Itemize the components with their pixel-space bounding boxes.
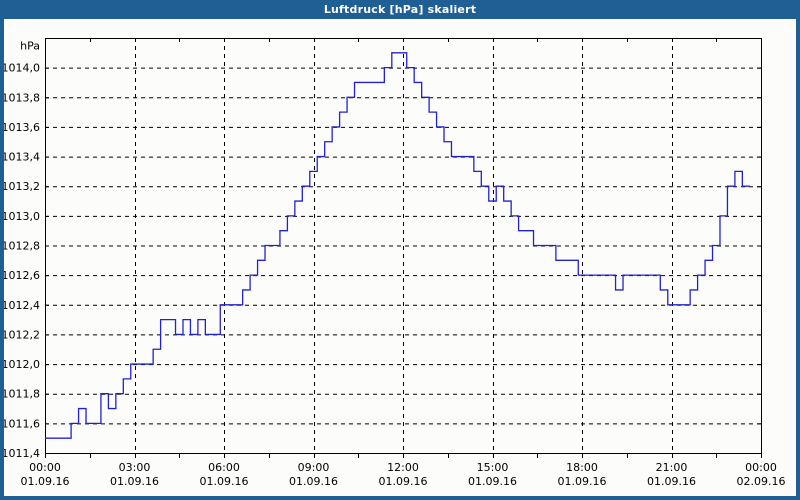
x-axis-date-label: 02.09.16 [737, 475, 786, 488]
chart-canvas: 1011,4 1011,6 1011,8 1012,0 1012,2 1012,4 1012… [4, 19, 796, 496]
x-axis-time-label: 12:00 [387, 461, 419, 474]
x-axis-time-label: 06:00 [208, 461, 240, 474]
y-axis-tick-label: 1012,0 [4, 358, 40, 371]
window-title: Luftdruck [hPa] skaliert [0, 0, 800, 19]
y-axis-tick-label: 1011,4 [4, 447, 40, 460]
x-axis-date-label: 01.09.16 [110, 475, 159, 488]
x-axis-time-label: 18:00 [566, 461, 598, 474]
y-axis-tick-label: 1013,4 [4, 151, 40, 164]
y-axis-tick-label: 1012,2 [4, 328, 40, 341]
y-axis-tick-label: 1012,6 [4, 269, 40, 282]
y-axis-unit-label: hPa [20, 40, 40, 53]
x-axis-date-label: 01.09.16 [379, 475, 428, 488]
x-axis-date-label: 01.09.16 [558, 475, 607, 488]
x-axis-time-label: 00:00 [29, 461, 61, 474]
x-axis-date-label: 01.09.16 [200, 475, 249, 488]
x-axis-date-label: 01.09.16 [289, 475, 338, 488]
y-axis-tick-label: 1013,2 [4, 180, 40, 193]
y-axis-tick-label: 1013,0 [4, 210, 40, 223]
x-axis-date-label: 01.09.16 [468, 475, 517, 488]
x-axis-time-label: 00:00 [745, 461, 777, 474]
y-axis-tick-label: 1013,6 [4, 121, 40, 134]
y-axis-tick-label: 1012,4 [4, 299, 40, 312]
x-axis-date-label: 01.09.16 [21, 475, 70, 488]
series-line-luftdruck [45, 52, 750, 439]
x-axis-time-label: 09:00 [298, 461, 330, 474]
grid-lines [45, 38, 761, 454]
y-axis-tick-label: 1011,6 [4, 417, 40, 430]
x-axis-labels: 00:0001.09.1603:0001.09.1606:0001.09.160… [21, 461, 786, 488]
y-axis-tick-label: 1014,0 [4, 62, 40, 75]
chart-plot: 1011,4 1011,6 1011,8 1012,0 1012,2 1012,4 1012… [4, 38, 786, 488]
x-axis-date-label: 01.09.16 [647, 475, 696, 488]
plot-frame [45, 38, 762, 454]
y-axis-tick-label: 1012,8 [4, 240, 40, 253]
y-axis-tick-label: 1011,8 [4, 388, 40, 401]
y-axis-unit-text: hPa [20, 40, 40, 53]
y-axis-labels: 1011,4 1011,6 1011,8 1012,0 1012,2 1012,4 1012… [4, 62, 40, 460]
x-axis-time-label: 03:00 [119, 461, 151, 474]
x-axis-time-label: 21:00 [656, 461, 688, 474]
y-axis-tick-label: 1013,8 [4, 91, 40, 104]
x-axis-time-label: 15:00 [477, 461, 509, 474]
